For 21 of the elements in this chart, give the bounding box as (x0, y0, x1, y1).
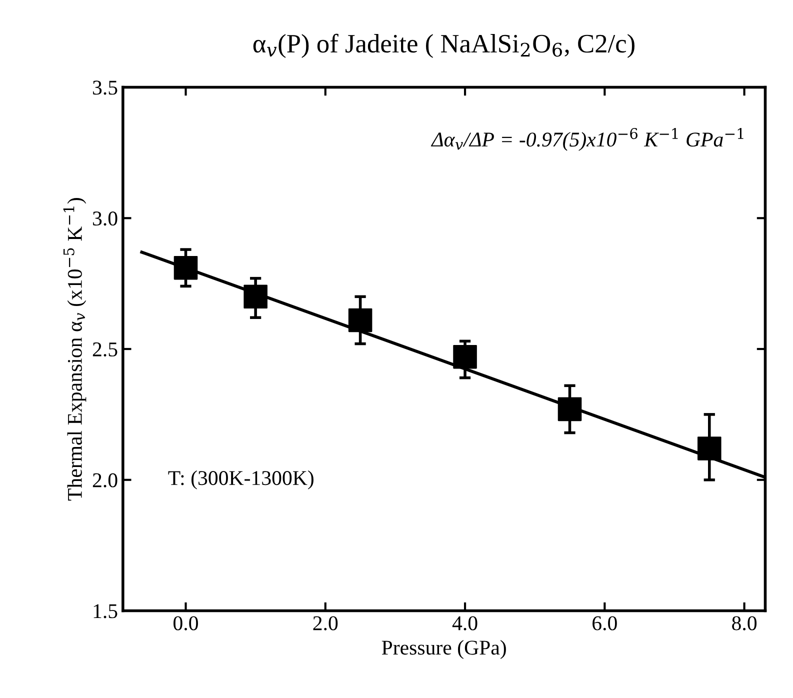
x-tick-label: 0.0 (174, 616, 198, 630)
x-tick-label: 8.0 (732, 616, 757, 630)
x-axis-title: Pressure (GPa) (382, 640, 506, 659)
point (698, 436, 722, 460)
point (348, 308, 372, 332)
x-tick-label: 4.0 (452, 616, 478, 630)
y-tick-label: 2.0 (92, 473, 118, 488)
chart-title: α$_{v}$(P) of Jadeite ( NaAlSi$_{2}$O$_{6}$, C2/c) (253, 34, 634, 58)
point (558, 397, 582, 422)
x-tick-label: 2.0 (313, 616, 338, 630)
annotation: Δα$_{v}$/ΔP = -0.97(5)x10$^{−6}$ K$^{−1}$ GPa$^{−1}$ (430, 128, 744, 151)
x-tick-label: 6.0 (592, 616, 617, 630)
y-tick-label: 3.5 (93, 80, 118, 95)
y-tick-label: 1.5 (94, 604, 118, 618)
y-tick-label: 2.5 (92, 342, 118, 357)
point (174, 256, 198, 280)
y-axis-title: Thermal Expansion α$_{v}$ (x10$^{−5}$ K$^{−1}$) (63, 198, 86, 501)
y-tick-label: 3.0 (93, 212, 118, 226)
annotation: T: (300K-1300K) (168, 470, 314, 490)
point (244, 284, 268, 309)
point (453, 344, 477, 369)
